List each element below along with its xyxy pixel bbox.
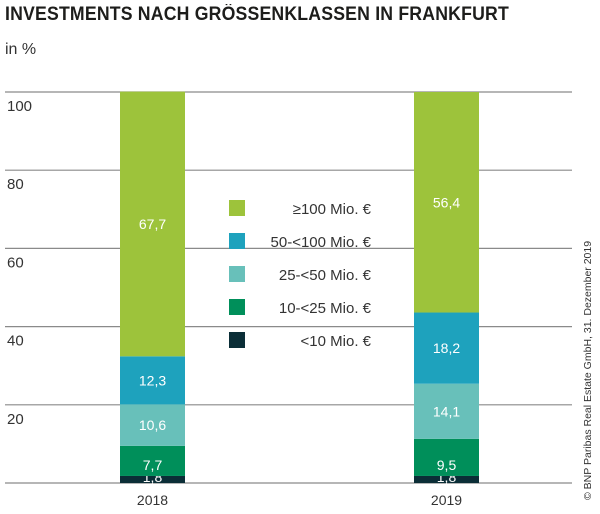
data-label: 10,6	[139, 417, 166, 433]
legend-label: ≥100 Mio. €	[293, 201, 372, 218]
bar-segment	[120, 445, 185, 476]
legend-label: 10-<25 Mio. €	[279, 300, 372, 317]
chart-title: INVESTMENTS NACH GRÖSSENKLASSEN IN FRANK…	[5, 4, 509, 25]
legend-swatch	[229, 332, 245, 348]
legend-swatch	[229, 299, 245, 315]
data-label: 9,5	[437, 457, 457, 473]
bar-segment	[414, 92, 479, 313]
legend-swatch	[229, 266, 245, 282]
legend-label: 50-<100 Mio. €	[271, 234, 372, 251]
y-tick-label: 100	[7, 98, 32, 115]
data-label: 14,1	[433, 403, 460, 419]
data-label: 7,7	[143, 457, 163, 473]
bar-segment	[414, 312, 479, 384]
legend-swatch	[229, 233, 245, 249]
bar-segment	[414, 438, 479, 476]
bar-segment	[120, 475, 185, 483]
bar-segment	[414, 475, 479, 483]
y-tick-label: 40	[7, 333, 24, 350]
data-label: 56,4	[433, 194, 460, 210]
bar-segment	[120, 356, 185, 405]
y-tick-label: 60	[7, 254, 24, 271]
bar-segment	[414, 383, 479, 439]
y-axis-unit: in %	[5, 41, 37, 58]
bar-segment	[120, 91, 185, 357]
data-label: 12,3	[139, 372, 166, 388]
legend-label: 25-<50 Mio. €	[279, 267, 372, 284]
y-tick-label: 80	[7, 176, 24, 193]
data-label: 67,7	[139, 216, 166, 232]
x-tick-label: 2019	[431, 492, 462, 508]
y-tick-label: 20	[7, 411, 24, 428]
legend-swatch	[229, 200, 245, 216]
data-label: 18,2	[433, 340, 460, 356]
x-tick-label: 2018	[137, 492, 168, 508]
legend-label: <10 Mio. €	[301, 333, 372, 350]
bar-segment	[120, 404, 185, 446]
